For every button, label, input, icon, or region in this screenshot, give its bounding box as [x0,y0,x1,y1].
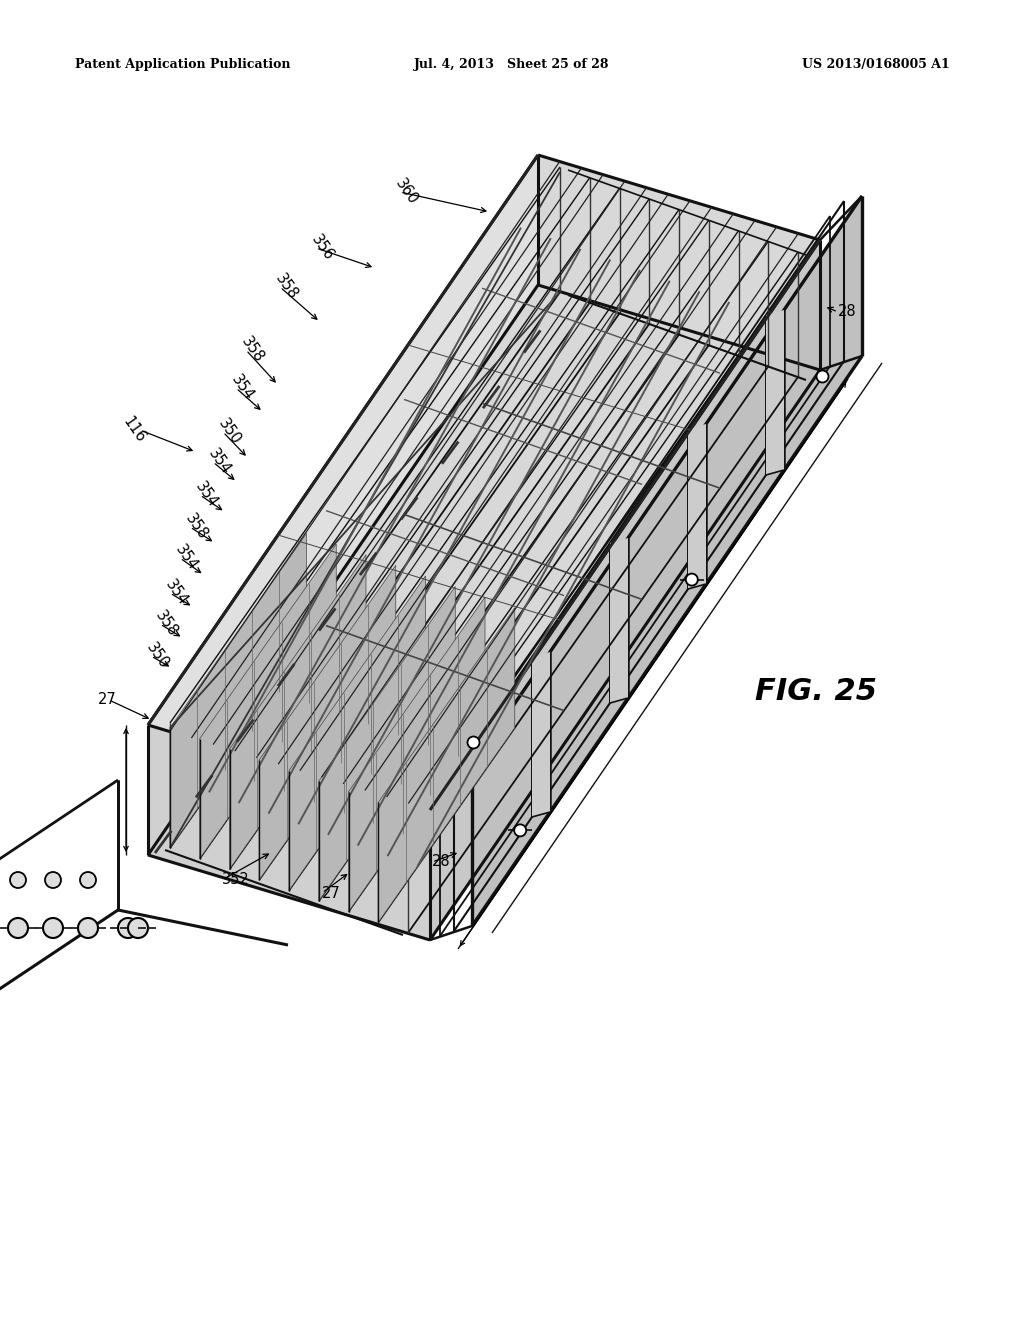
Circle shape [80,873,96,888]
Circle shape [514,825,526,837]
Polygon shape [229,554,366,870]
Text: 116: 116 [120,414,148,446]
Polygon shape [430,240,820,940]
Polygon shape [532,652,550,817]
Text: 27: 27 [98,693,117,708]
Circle shape [10,873,26,888]
Text: 354: 354 [228,372,256,404]
Circle shape [43,917,63,939]
Polygon shape [688,424,706,589]
Text: 356: 356 [308,232,336,264]
Polygon shape [148,725,430,940]
Circle shape [78,917,98,939]
Polygon shape [170,533,306,847]
Text: 27: 27 [322,886,341,900]
Polygon shape [348,597,485,912]
Text: 358: 358 [238,334,266,366]
Text: 352: 352 [222,873,250,887]
Polygon shape [148,154,538,855]
Polygon shape [472,195,862,927]
Text: 354: 354 [205,446,233,478]
Text: 28: 28 [432,854,451,870]
Polygon shape [200,544,336,858]
Text: Jul. 4, 2013   Sheet 25 of 28: Jul. 4, 2013 Sheet 25 of 28 [415,58,609,71]
Circle shape [686,574,697,586]
Polygon shape [610,539,628,704]
Polygon shape [766,310,784,475]
Text: 28: 28 [838,305,857,319]
Text: 354: 354 [172,543,200,574]
Polygon shape [148,154,820,810]
Text: 360: 360 [392,177,420,207]
Polygon shape [318,586,456,902]
Text: FIG. 25: FIG. 25 [755,677,877,706]
Polygon shape [259,565,395,880]
Text: 354: 354 [193,479,220,511]
Circle shape [128,917,148,939]
Circle shape [816,371,828,383]
Text: 350: 350 [215,416,244,447]
Text: 354: 354 [162,577,190,609]
Text: Patent Application Publication: Patent Application Publication [75,58,291,71]
Polygon shape [378,607,515,923]
Polygon shape [289,576,426,891]
Text: US 2013/0168005 A1: US 2013/0168005 A1 [802,58,950,71]
Circle shape [118,917,138,939]
Text: 358: 358 [272,272,300,302]
Circle shape [8,917,28,939]
Text: 350: 350 [143,640,171,672]
Circle shape [468,737,479,748]
Text: 358: 358 [182,511,210,543]
Text: 358: 358 [152,609,180,640]
Circle shape [45,873,61,888]
